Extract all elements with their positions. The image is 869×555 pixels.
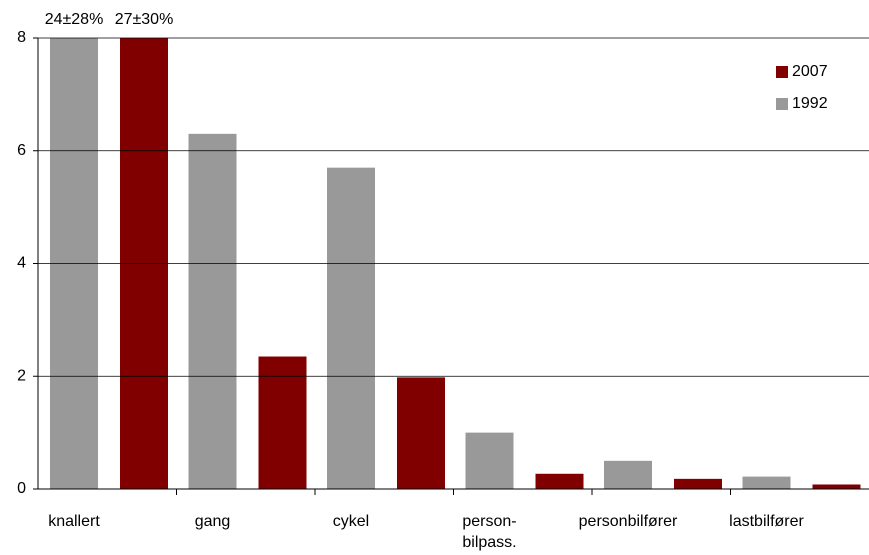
bar	[397, 377, 445, 489]
bar	[327, 167, 375, 489]
bar	[258, 356, 307, 489]
x-tick-label: personbilfører	[578, 513, 678, 530]
bar	[674, 478, 722, 489]
y-tick-label: 4	[17, 255, 26, 272]
legend-swatch	[776, 66, 788, 78]
x-tick-label: gang	[194, 513, 231, 530]
bar	[465, 432, 514, 489]
legend-label: 1992	[792, 95, 828, 112]
legend-swatch	[776, 98, 788, 110]
bar	[742, 476, 791, 489]
plot-area	[50, 38, 861, 489]
y-tick-label: 2	[17, 367, 26, 384]
bar	[50, 38, 98, 489]
legend-label: 2007	[792, 63, 828, 80]
bar	[812, 484, 861, 489]
bar	[535, 473, 584, 489]
bar	[120, 38, 168, 489]
x-tick-label: lastbilfører	[729, 513, 804, 530]
y-tick-label: 0	[17, 480, 26, 497]
bar	[604, 460, 652, 489]
y-tick-label: 8	[17, 29, 26, 46]
x-tick-label: cykel	[332, 513, 370, 530]
bar	[188, 133, 237, 489]
x-tick-label: knallert	[48, 513, 100, 530]
annotation: 27±30%	[115, 11, 174, 28]
y-tick-label: 6	[17, 142, 26, 159]
x-tick-label: person- bilpass.	[462, 513, 517, 551]
annotation: 24±28%	[45, 11, 104, 28]
